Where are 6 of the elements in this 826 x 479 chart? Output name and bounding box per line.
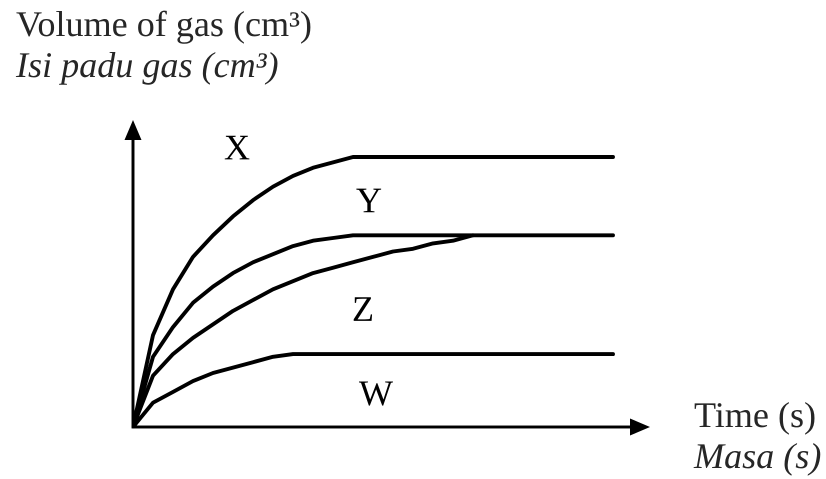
x-axis-title: Time (s) Masa (s) [694,402,820,476]
series-label: W [358,381,393,406]
series-label: Y [356,188,382,212]
series-label: Z [354,297,372,321]
y-axis-title: Volume of gas (cm³) Isi padu gas (cm³) [16,10,310,85]
series-label: X [224,136,250,160]
